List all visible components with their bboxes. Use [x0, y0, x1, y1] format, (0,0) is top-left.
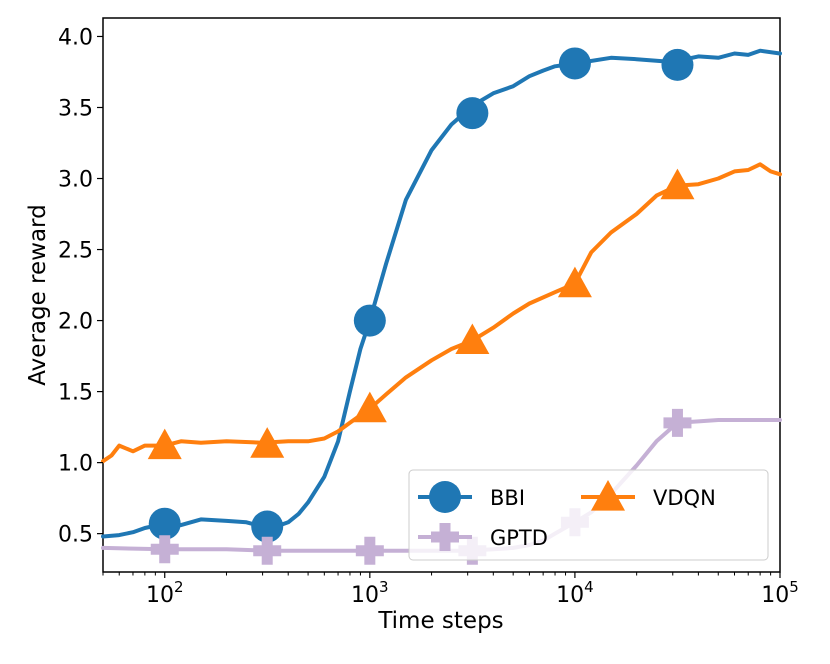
y-tick-label: 3.5 [58, 96, 93, 121]
y-tick-label: 1.0 [58, 452, 93, 477]
x-tick-label: 105 [761, 578, 799, 608]
bbi-marker [456, 97, 489, 130]
gptd-marker [663, 408, 692, 437]
plot-frame [102, 17, 781, 573]
bbi-marker [148, 507, 181, 540]
vdqn-marker [660, 168, 695, 200]
legend-frame [408, 469, 769, 561]
vdqn-marker [557, 266, 592, 298]
bbi-marker [353, 304, 386, 337]
vdqn-line [101, 162, 782, 464]
y-tick-label: 1.5 [58, 381, 93, 406]
vdqn-marker [352, 391, 387, 423]
x-tick-label: 103 [351, 578, 389, 608]
vdqn-marker [147, 428, 182, 460]
x-axis-title: Time steps [377, 608, 503, 634]
bbi-marker [661, 48, 694, 81]
bbi-marker [251, 510, 284, 543]
gptd-legend-marker [431, 523, 459, 551]
tick-layer: 0.5 1.0 1.5 2.0 2.5 3.0 3.5 4.0 102 103 104 105 [58, 25, 799, 608]
y-tick-label: 3.0 [58, 168, 93, 193]
y-tick-label: 4.0 [58, 25, 93, 50]
y-tick-label: 2.0 [58, 310, 93, 335]
y-tick-label: 0.5 [58, 523, 93, 548]
y-tick-label: 2.5 [58, 239, 93, 264]
x-tick-label: 102 [146, 578, 184, 608]
gptd-marker [150, 535, 179, 564]
x-tick-label: 104 [556, 578, 594, 608]
bbi-legend-label: BBI [490, 486, 525, 510]
gptd-marker [253, 536, 282, 565]
legend: BBI GPTD VDQN [408, 469, 769, 561]
gptd-legend-label: GPTD [490, 526, 548, 550]
vdqn-legend-label: VDQN [653, 486, 716, 510]
vdqn-marker [250, 427, 285, 458]
gptd-marker [355, 536, 384, 565]
bbi-legend-marker [429, 481, 461, 513]
bbi-line [101, 48, 782, 539]
vdqn-marker [455, 323, 490, 355]
vdqn-legend-marker [591, 480, 625, 511]
bbi-marker [558, 47, 591, 80]
y-axis-title: Average reward [25, 204, 51, 385]
